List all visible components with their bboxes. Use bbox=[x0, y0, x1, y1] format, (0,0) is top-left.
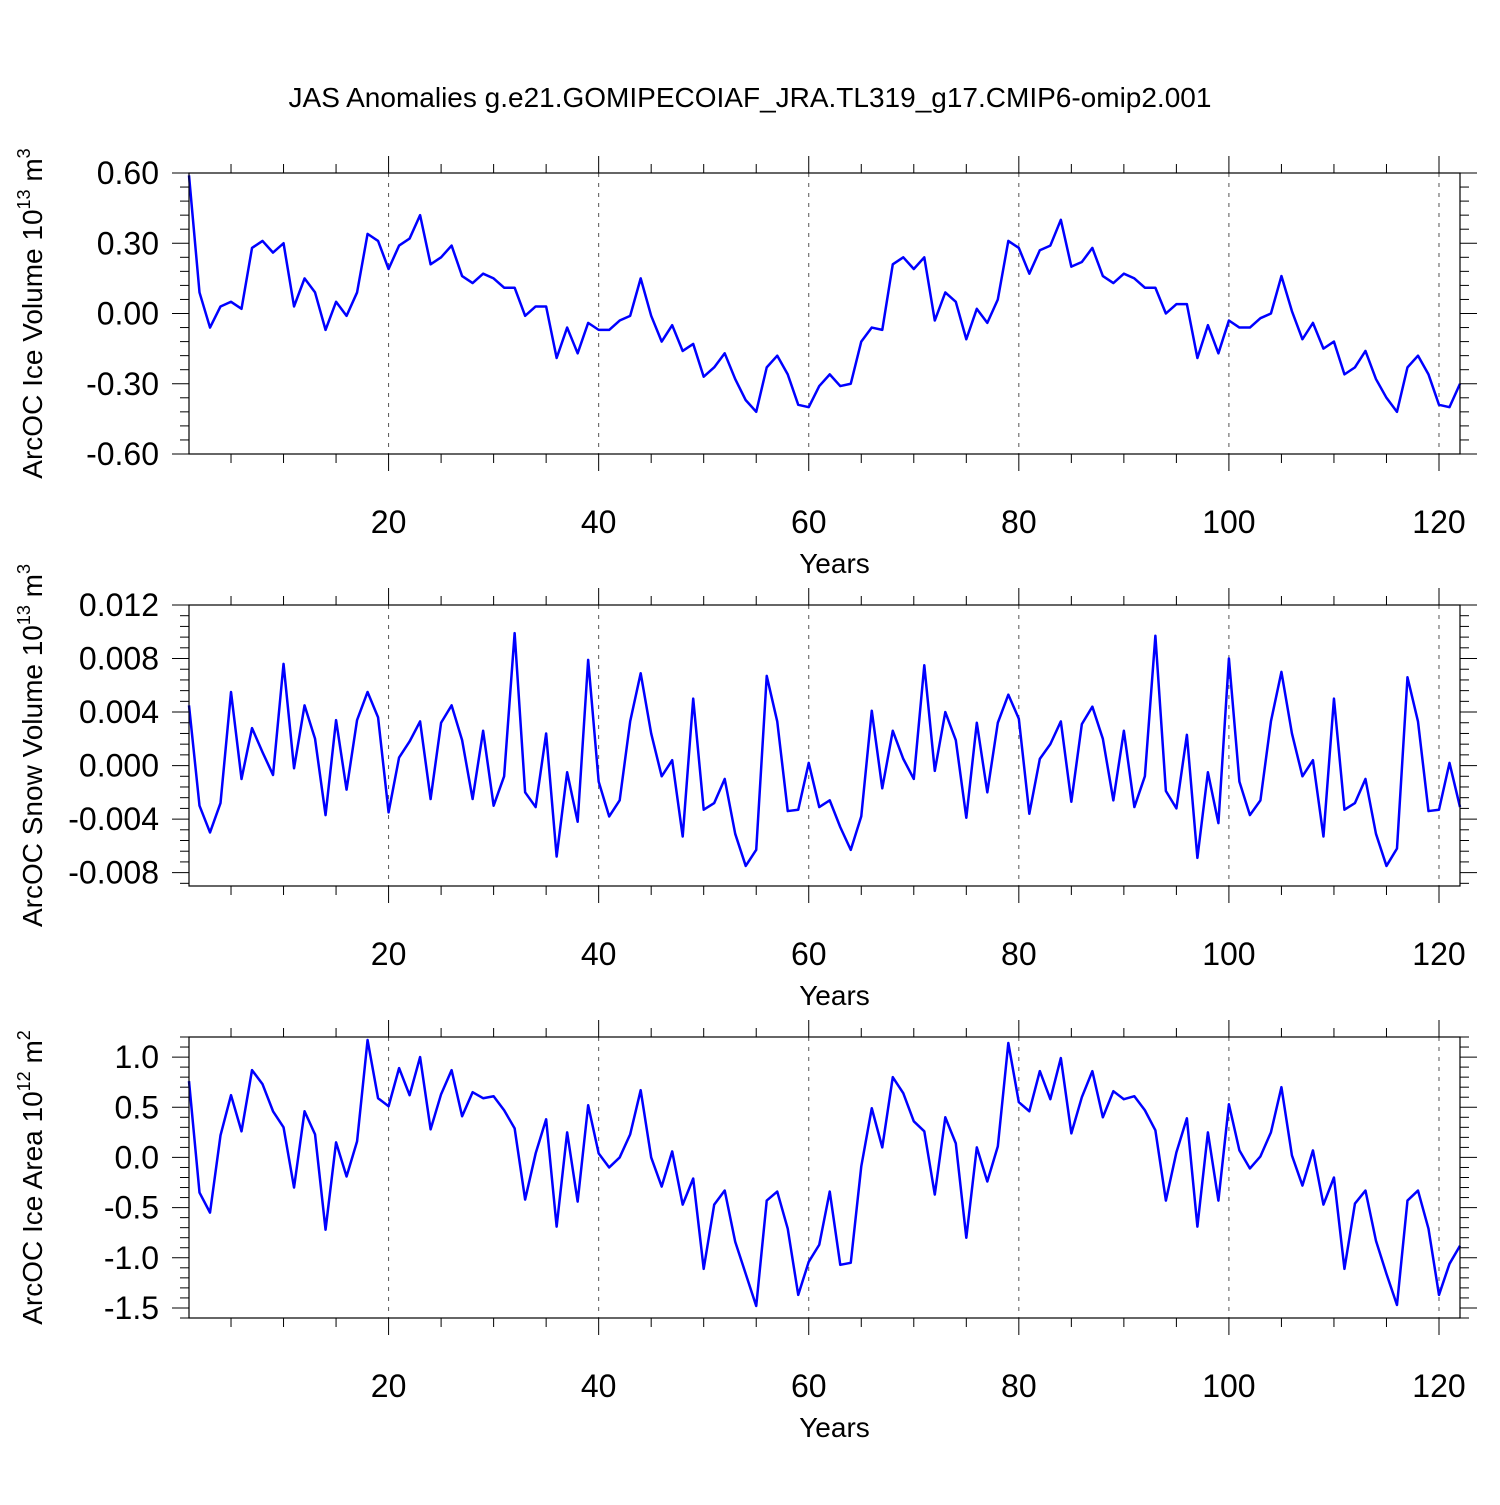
series-line bbox=[187, 631, 1462, 868]
y-tick-label: -0.5 bbox=[104, 1190, 159, 1226]
x-tick-label: 100 bbox=[1202, 504, 1255, 540]
x-tick-label: 40 bbox=[581, 504, 617, 540]
series-line bbox=[187, 1038, 1462, 1308]
x-axis-label: Years bbox=[799, 1412, 870, 1443]
y-tick-label: 0.5 bbox=[115, 1089, 159, 1125]
panel-1: 20 40 60 80 100 120 -0.60 -0.30 0.00 0.30 0.60 Year… bbox=[14, 148, 1477, 579]
x-tick-label: 20 bbox=[371, 504, 407, 540]
y-axis-label: ArcOC Ice Area 1012 m2 bbox=[14, 1030, 48, 1325]
x-tick-label: 20 bbox=[371, 1368, 407, 1404]
y-tick-label: -0.60 bbox=[86, 436, 159, 472]
chart-title: JAS Anomalies g.e21.GOMIPECOIAF_JRA.TL31… bbox=[289, 82, 1212, 113]
y-tick-label: 0.012 bbox=[79, 587, 159, 623]
x-tick-label: 120 bbox=[1412, 1368, 1465, 1404]
x-tick-label: 120 bbox=[1412, 936, 1465, 972]
x-tick-label: 100 bbox=[1202, 1368, 1255, 1404]
y-tick-label: -0.004 bbox=[68, 801, 159, 837]
x-axis-label: Years bbox=[799, 548, 870, 579]
x-tick-label: 40 bbox=[581, 1368, 617, 1404]
x-tick-label: 60 bbox=[791, 936, 827, 972]
plot-frame bbox=[188, 1036, 1461, 1319]
series-line bbox=[187, 175, 1462, 414]
y-tick-label: -1.0 bbox=[104, 1240, 159, 1276]
y-tick-label: -0.008 bbox=[68, 855, 159, 891]
y-tick-label: -1.5 bbox=[104, 1290, 159, 1326]
x-tick-label: 20 bbox=[371, 936, 407, 972]
plot-frame bbox=[188, 604, 1461, 887]
x-tick-label: 80 bbox=[1001, 1368, 1037, 1404]
x-tick-label: 80 bbox=[1001, 936, 1037, 972]
y-tick-label: 0.000 bbox=[79, 748, 159, 784]
x-tick-label: 120 bbox=[1412, 504, 1465, 540]
y-axis-label: ArcOC Snow Volume 1013 m3 bbox=[14, 564, 48, 927]
y-tick-label: 0.004 bbox=[79, 694, 159, 730]
x-tick-label: 60 bbox=[791, 1368, 827, 1404]
y-tick-label: 1.0 bbox=[115, 1039, 159, 1075]
panel-3: 20 40 60 80 100 120 -1.5 -1.0 -0.5 0.0 0.5 1.0 Years… bbox=[14, 1020, 1477, 1443]
y-tick-label: 0.60 bbox=[97, 155, 159, 191]
x-tick-label: 60 bbox=[791, 504, 827, 540]
x-tick-label: 80 bbox=[1001, 504, 1037, 540]
y-tick-label: 0.008 bbox=[79, 641, 159, 677]
plot-frame bbox=[188, 172, 1461, 455]
y-tick-label: 0.0 bbox=[115, 1139, 159, 1175]
x-axis-label: Years bbox=[799, 980, 870, 1011]
x-tick-label: 40 bbox=[581, 936, 617, 972]
panel-2: 20 40 60 80 100 120 -0.008 -0.004 0.000 0.004 0.00… bbox=[14, 564, 1477, 1011]
y-tick-label: 0.30 bbox=[97, 225, 159, 261]
y-tick-label: 0.00 bbox=[97, 296, 159, 332]
x-tick-label: 100 bbox=[1202, 936, 1255, 972]
y-axis-label: ArcOC Ice Volume 1013 m3 bbox=[14, 148, 48, 478]
y-tick-label: -0.30 bbox=[86, 366, 159, 402]
